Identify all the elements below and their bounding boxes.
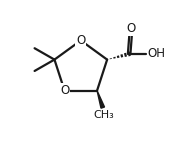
Text: OH: OH	[147, 47, 165, 60]
Text: CH₃: CH₃	[94, 110, 115, 120]
Text: O: O	[76, 34, 86, 47]
Polygon shape	[97, 91, 105, 108]
Text: O: O	[60, 84, 69, 97]
Text: O: O	[126, 22, 135, 36]
